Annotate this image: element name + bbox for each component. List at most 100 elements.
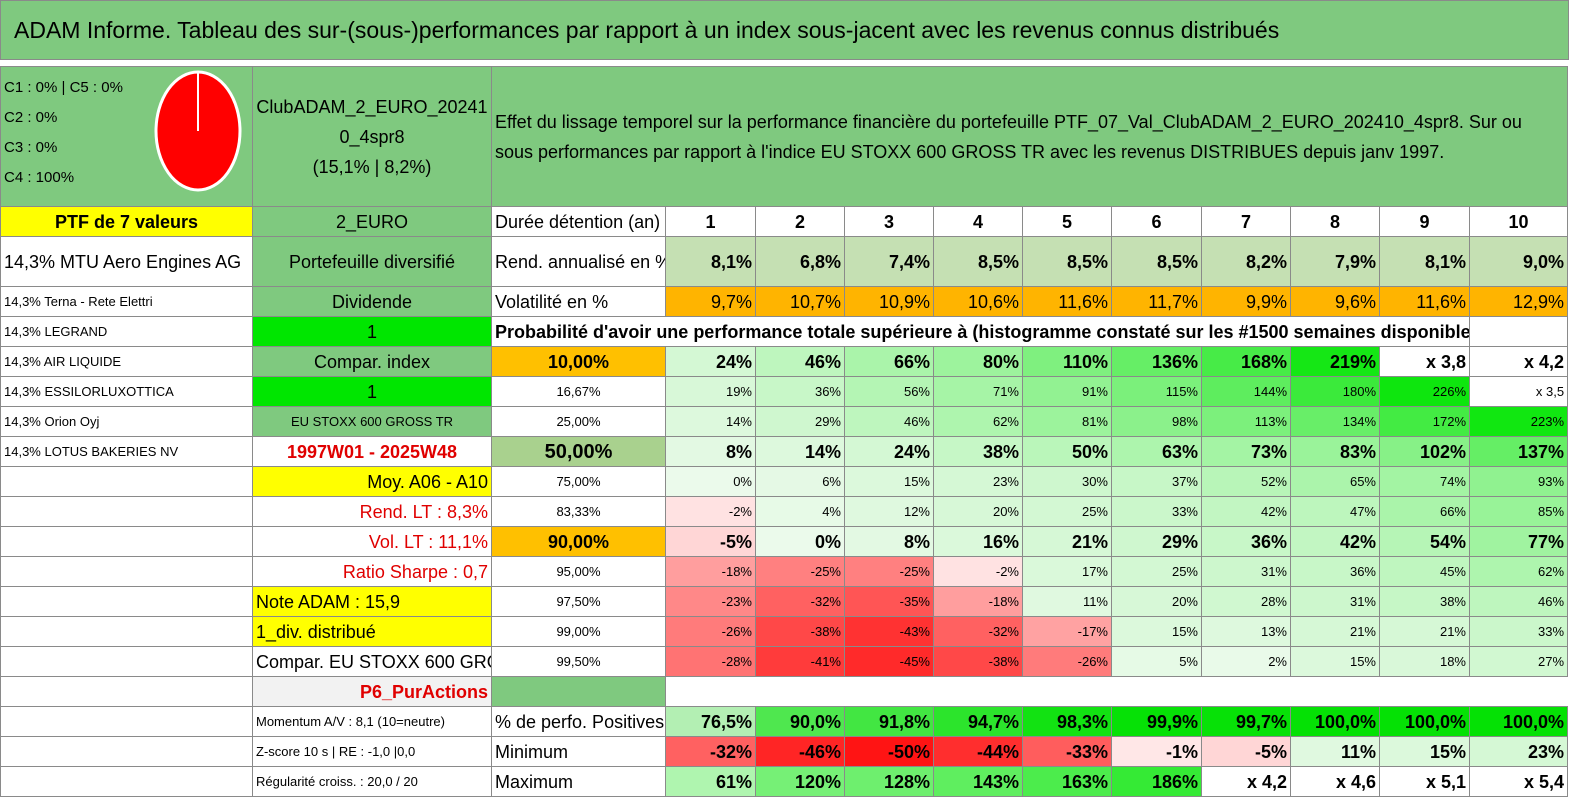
quantile-value: 52% bbox=[1201, 466, 1291, 497]
empty-cell bbox=[0, 736, 253, 767]
quantile-value: 33% bbox=[1111, 496, 1202, 527]
quantile-value: 50% bbox=[1022, 436, 1112, 467]
portfolio-name-line: ClubADAM_2_EURO_20241 bbox=[256, 96, 488, 117]
quantile-value: -5% bbox=[665, 526, 756, 557]
empty-cell bbox=[0, 616, 253, 647]
quantile-value: 13% bbox=[1201, 616, 1291, 647]
quantile-value: 18% bbox=[1379, 646, 1470, 677]
quantile-value: 62% bbox=[1468, 556, 1569, 587]
ptf-title: PTF de 7 valeurs bbox=[0, 206, 253, 237]
min-value: -5% bbox=[1201, 736, 1291, 767]
quantile-value: 38% bbox=[933, 436, 1023, 467]
quantile-value: 4% bbox=[755, 496, 845, 527]
pos-value: 90,0% bbox=[755, 706, 845, 737]
quantile-value: 21% bbox=[1379, 616, 1470, 647]
pos-value: 100,0% bbox=[1379, 706, 1470, 737]
quantile-value: -45% bbox=[844, 646, 934, 677]
pos-label: % de perfo. Positives bbox=[491, 706, 666, 737]
grid-row: Compar. EU STOXX 600 GROSS TR99,50%-28% -… bbox=[0, 646, 1569, 677]
class-line: C2 : 0% bbox=[4, 109, 58, 126]
quantile-value: 144% bbox=[1201, 376, 1291, 407]
quantile-value: 136% bbox=[1111, 346, 1202, 377]
empty-cell bbox=[0, 556, 253, 587]
quantile-value: 66% bbox=[1379, 496, 1470, 527]
quantile-value: 15% bbox=[1290, 646, 1380, 677]
quantile-label: 75,00% bbox=[491, 466, 666, 497]
rend-value: 6,8% bbox=[755, 236, 845, 287]
rend-lt: Rend. LT : 8,3% bbox=[252, 496, 492, 527]
quantile-value: -26% bbox=[665, 616, 756, 647]
quantile-value: 110% bbox=[1022, 346, 1112, 377]
grid-row: 14,3% MTU Aero Engines AG Portefeuille di… bbox=[0, 236, 1569, 287]
year-header: 1 bbox=[665, 206, 756, 237]
quantile-value: -32% bbox=[933, 616, 1023, 647]
quantile-value: 24% bbox=[844, 436, 934, 467]
quantile-value: -38% bbox=[933, 646, 1023, 677]
duration-label: Durée détention (an) bbox=[491, 206, 666, 237]
grid-row: 14,3% AIR LIQUIDE Compar. index 10,00% 24% 4… bbox=[0, 346, 1569, 377]
quantile-value: -2% bbox=[933, 556, 1023, 587]
rend-value: 8,1% bbox=[665, 236, 756, 287]
quantile-label: 99,50% bbox=[491, 646, 666, 677]
quantile-value: -28% bbox=[665, 646, 756, 677]
quantile-value: 38% bbox=[1379, 586, 1470, 617]
quantile-value: 223% bbox=[1468, 406, 1569, 437]
holding-item: 14,3% LEGRAND bbox=[0, 316, 253, 347]
quantile-label: 95,00% bbox=[491, 556, 666, 587]
year-header: 2 bbox=[755, 206, 845, 237]
grid-row: Ratio Sharpe : 0,7 95,00% -18% -25% -25% -2% 1… bbox=[0, 556, 1569, 587]
quantile-value: x 4,2 bbox=[1468, 346, 1569, 377]
quantile-value: 46% bbox=[1468, 586, 1569, 617]
quantile-value: 6% bbox=[755, 466, 845, 497]
grid-row: 14,3% LEGRAND 1 Probabilité d'avoir une pe… bbox=[0, 316, 1569, 347]
p6-marker bbox=[491, 676, 666, 707]
quantile-value: 42% bbox=[1201, 496, 1291, 527]
quantile-value: 25% bbox=[1022, 496, 1112, 527]
portfolio-code: 2_EURO bbox=[252, 206, 492, 237]
quantile-value: 29% bbox=[755, 406, 845, 437]
quantile-value: -35% bbox=[844, 586, 934, 617]
quantile-value: 11% bbox=[1022, 586, 1112, 617]
holding-item: 14,3% Terna - Rete Elettri bbox=[0, 286, 253, 317]
quantile-value: 137% bbox=[1468, 436, 1569, 467]
quantile-value: 65% bbox=[1290, 466, 1380, 497]
compar-full: Compar. EU STOXX 600 GROSS TR bbox=[252, 646, 492, 677]
vol-lt: Vol. LT : 11,1% bbox=[252, 526, 492, 557]
quantile-value: 15% bbox=[844, 466, 934, 497]
quantile-value: 31% bbox=[1201, 556, 1291, 587]
period: 1997W01 - 2025W48 bbox=[252, 436, 492, 467]
quantile-value: 91% bbox=[1022, 376, 1112, 407]
empty-cell bbox=[0, 496, 253, 527]
quantile-value: -32% bbox=[755, 586, 845, 617]
year-header: 4 bbox=[933, 206, 1023, 237]
quantile-value: 23% bbox=[933, 466, 1023, 497]
pos-value: 91,8% bbox=[844, 706, 934, 737]
quantile-value: 15% bbox=[1111, 616, 1202, 647]
vol-value: 11,6% bbox=[1022, 286, 1112, 317]
quantile-value: 36% bbox=[1201, 526, 1291, 557]
quantile-label: 99,00% bbox=[491, 616, 666, 647]
min-label: Minimum bbox=[491, 736, 666, 767]
quantile-value: 46% bbox=[755, 346, 845, 377]
quantile-value: 74% bbox=[1379, 466, 1470, 497]
quantile-value: 17% bbox=[1022, 556, 1112, 587]
quantile-value: 226% bbox=[1379, 376, 1470, 407]
quantile-value: 28% bbox=[1201, 586, 1291, 617]
performance-grid: C1 : 0% | C5 : 0% C2 : 0% C3 : 0% C4 : 100%… bbox=[0, 66, 1569, 797]
quantile-value: 219% bbox=[1290, 346, 1380, 377]
quantile-value: 21% bbox=[1022, 526, 1112, 557]
rend-value: 7,4% bbox=[844, 236, 934, 287]
grid-row: 14,3% Orion Oyj EU STOXX 600 GROSS TR 25,0… bbox=[0, 406, 1569, 437]
empty-cell bbox=[0, 646, 253, 677]
quantile-value: 102% bbox=[1379, 436, 1470, 467]
quantile-label: 90,00% bbox=[491, 526, 666, 557]
min-value: -44% bbox=[933, 736, 1023, 767]
portfolio-name-line: 0_4spr8 bbox=[339, 126, 405, 147]
pos-value: 99,7% bbox=[1201, 706, 1291, 737]
grid-row: 14,3% ESSILORLUXOTTICA 1 16,67% 19% 36% 56% 71… bbox=[0, 376, 1569, 407]
portfolio-name-line: (15,1% | 8,2%) bbox=[312, 156, 432, 177]
quantile-value: 71% bbox=[933, 376, 1023, 407]
quantile-value: 16% bbox=[933, 526, 1023, 557]
quantile-value: 36% bbox=[755, 376, 845, 407]
pos-value: 100,0% bbox=[1468, 706, 1569, 737]
